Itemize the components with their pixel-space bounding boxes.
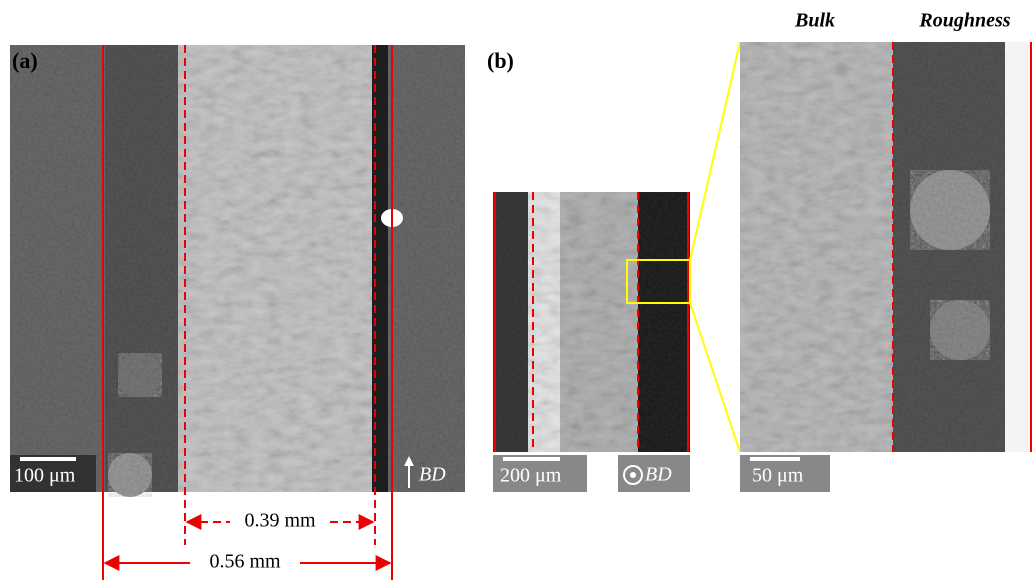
micrograph-a xyxy=(10,45,465,497)
micrograph-zoom xyxy=(740,42,1030,452)
region-label: Roughness xyxy=(918,10,1010,32)
boundary-lines xyxy=(494,192,689,452)
micrograph-b xyxy=(493,192,690,452)
scale-bar-label: 50 μm xyxy=(752,465,804,487)
zoom-line xyxy=(689,302,741,453)
scale-bar-box xyxy=(493,455,587,492)
direction-box xyxy=(618,455,690,492)
direction-label: BD xyxy=(419,464,446,486)
dimension-label: 0.39 mm xyxy=(244,510,316,532)
scale-bar-label: 200 μm xyxy=(500,465,562,487)
zoom-box xyxy=(626,259,691,304)
direction-label: BD xyxy=(645,464,672,486)
dimension-label: 0.56 mm xyxy=(209,551,281,573)
panel-label: (a) xyxy=(12,48,38,73)
scale-bar-box xyxy=(10,455,96,492)
direction-arrowhead xyxy=(404,456,414,466)
boundary-lines xyxy=(102,45,393,580)
direction-symbol xyxy=(630,472,636,478)
scale-bar-label: 100 μm xyxy=(14,465,76,487)
scale-bar-box xyxy=(740,455,830,492)
zoom-line xyxy=(689,41,741,261)
panel-label: (b) xyxy=(487,48,514,73)
region-label: Bulk xyxy=(794,10,835,32)
direction-symbol xyxy=(623,465,643,485)
